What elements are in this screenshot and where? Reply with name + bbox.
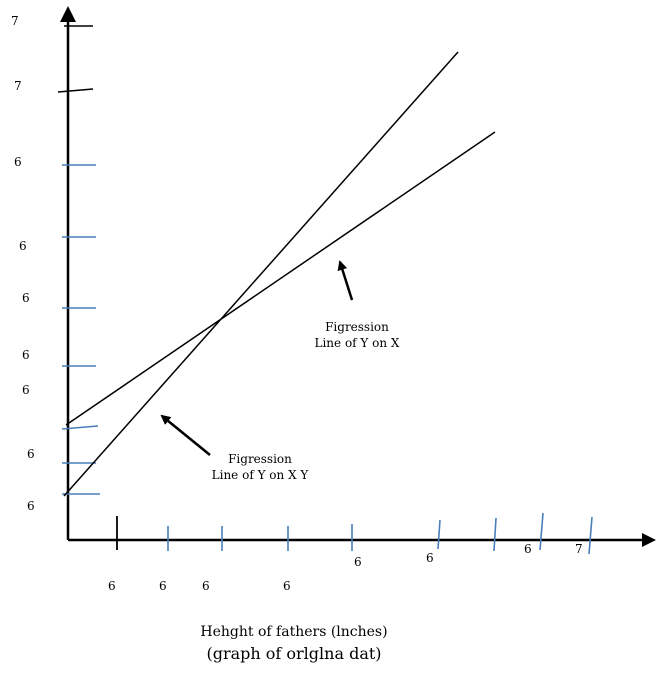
x-tick-label: 6 bbox=[524, 542, 532, 556]
y-tick-label: 6 bbox=[27, 499, 35, 513]
x-tick bbox=[588, 516, 593, 555]
regression-line-steep bbox=[63, 51, 459, 497]
x-axis-arrowhead bbox=[642, 533, 656, 547]
y-tick-label: 6 bbox=[14, 155, 22, 169]
y-tick-label: 7 bbox=[11, 14, 19, 28]
x-tick-label: 6 bbox=[159, 579, 167, 593]
y-tick-label: 6 bbox=[27, 447, 35, 461]
y-tick-label: 6 bbox=[22, 291, 30, 305]
figure-caption: (graph of orlglna dat) bbox=[206, 644, 381, 663]
x-tick bbox=[437, 519, 441, 550]
lower-line-label-line2: Line of Y on X Y bbox=[212, 468, 310, 482]
lower-label-arrow bbox=[160, 414, 211, 456]
x-tick-label: 6 bbox=[426, 551, 434, 565]
x-tick-label: 6 bbox=[283, 579, 291, 593]
x-axis-title: Hehght of fathers (lnches) bbox=[200, 624, 387, 640]
x-tick-label: 6 bbox=[354, 555, 362, 569]
y-tick-label: 6 bbox=[19, 239, 27, 253]
upper-label-arrow bbox=[337, 260, 354, 301]
upper-line-label-line1: Figression bbox=[325, 320, 389, 334]
x-tick-label: 7 bbox=[575, 542, 583, 556]
x-tick bbox=[539, 512, 544, 551]
y-tick bbox=[61, 425, 99, 430]
y-tick bbox=[57, 88, 94, 93]
regression-line-shallow bbox=[65, 131, 496, 426]
upper-line-label-line2: Line of Y on X bbox=[315, 336, 400, 350]
x-tick-label: 6 bbox=[202, 579, 210, 593]
x-tick bbox=[493, 517, 497, 552]
y-tick-label: 7 bbox=[14, 79, 22, 93]
x-tick-label: 6 bbox=[108, 579, 116, 593]
y-axis-arrowhead bbox=[60, 6, 76, 22]
y-tick-label: 6 bbox=[22, 383, 30, 397]
y-tick-label: 6 bbox=[22, 348, 30, 362]
lower-line-label-line1: Figression bbox=[228, 452, 292, 466]
